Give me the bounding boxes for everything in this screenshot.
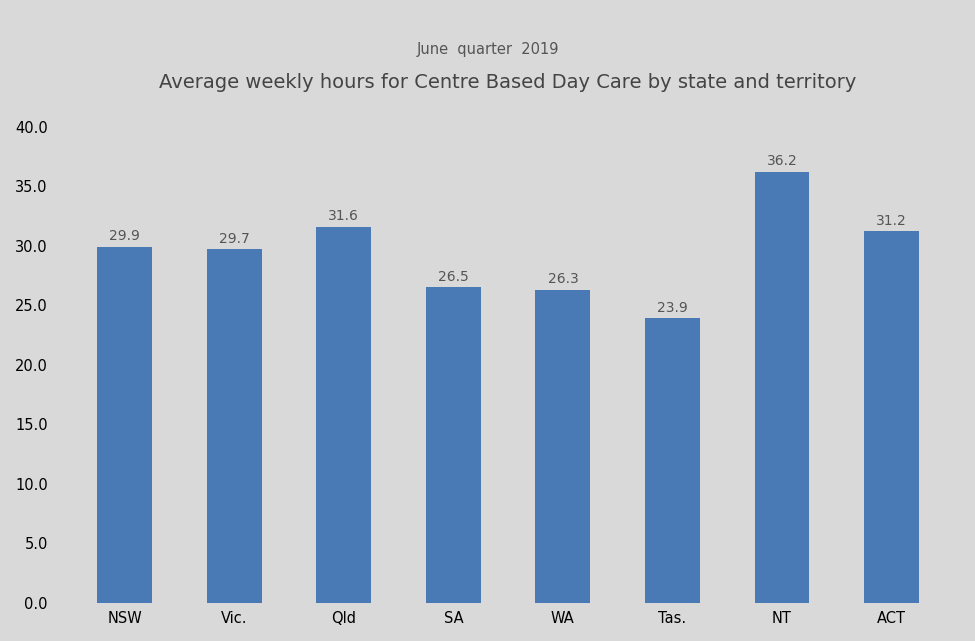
Bar xyxy=(645,318,700,603)
Title: Average weekly hours for Centre Based Day Care by state and territory: Average weekly hours for Centre Based Da… xyxy=(160,72,857,92)
Bar xyxy=(755,172,809,603)
Bar xyxy=(207,249,261,603)
Text: 29.7: 29.7 xyxy=(218,231,250,246)
Text: 29.9: 29.9 xyxy=(109,229,140,243)
Text: 26.3: 26.3 xyxy=(548,272,578,286)
Text: 36.2: 36.2 xyxy=(766,154,798,168)
Bar xyxy=(864,231,918,603)
Text: June  quarter  2019: June quarter 2019 xyxy=(416,42,559,56)
Bar xyxy=(535,290,590,603)
Bar xyxy=(426,287,481,603)
Text: 31.6: 31.6 xyxy=(329,209,359,223)
Bar xyxy=(317,226,371,603)
Text: 23.9: 23.9 xyxy=(657,301,687,315)
Text: 31.2: 31.2 xyxy=(877,213,907,228)
Text: 26.5: 26.5 xyxy=(438,270,469,284)
Bar xyxy=(98,247,152,603)
